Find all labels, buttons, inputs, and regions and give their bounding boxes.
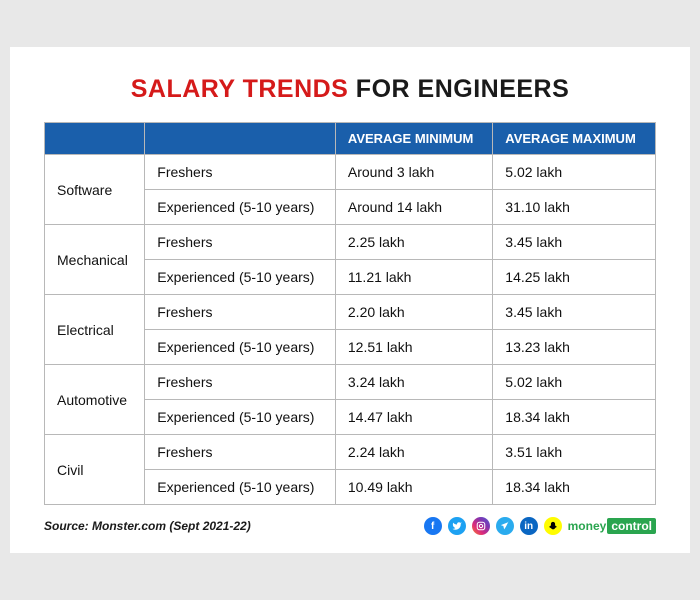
max-cell: 14.25 lakh — [493, 260, 656, 295]
min-cell: 2.24 lakh — [335, 435, 492, 470]
min-cell: 10.49 lakh — [335, 470, 492, 505]
experience-cell: Freshers — [145, 365, 336, 400]
table-row: SoftwareFreshersAround 3 lakh5.02 lakh — [45, 155, 656, 190]
linkedin-icon[interactable]: in — [520, 517, 538, 535]
min-cell: Around 3 lakh — [335, 155, 492, 190]
brand-right: control — [607, 518, 656, 534]
salary-table: AVERAGE MINIMUM AVERAGE MAXIMUM Software… — [44, 122, 656, 506]
brand-logo[interactable]: moneycontrol — [568, 518, 656, 534]
experience-cell: Freshers — [145, 155, 336, 190]
experience-cell: Freshers — [145, 435, 336, 470]
brand-left: money — [568, 519, 607, 533]
col-experience — [145, 122, 336, 155]
max-cell: 31.10 lakh — [493, 190, 656, 225]
category-cell: Automotive — [45, 365, 145, 435]
col-avg-max: AVERAGE MAXIMUM — [493, 122, 656, 155]
max-cell: 5.02 lakh — [493, 365, 656, 400]
col-category — [45, 122, 145, 155]
telegram-icon[interactable] — [496, 517, 514, 535]
experience-cell: Experienced (5-10 years) — [145, 470, 336, 505]
experience-cell: Experienced (5-10 years) — [145, 260, 336, 295]
facebook-icon[interactable]: f — [424, 517, 442, 535]
min-cell: 12.51 lakh — [335, 330, 492, 365]
table-body: SoftwareFreshersAround 3 lakh5.02 lakhEx… — [45, 155, 656, 505]
max-cell: 3.45 lakh — [493, 295, 656, 330]
max-cell: 5.02 lakh — [493, 155, 656, 190]
source-text: Source: Monster.com (Sept 2021-22) — [44, 519, 251, 533]
experience-cell: Experienced (5-10 years) — [145, 330, 336, 365]
table-row: ElectricalFreshers2.20 lakh3.45 lakh — [45, 295, 656, 330]
experience-cell: Freshers — [145, 225, 336, 260]
table-row: AutomotiveFreshers3.24 lakh5.02 lakh — [45, 365, 656, 400]
category-cell: Electrical — [45, 295, 145, 365]
min-cell: 2.20 lakh — [335, 295, 492, 330]
min-cell: 11.21 lakh — [335, 260, 492, 295]
header-row: AVERAGE MINIMUM AVERAGE MAXIMUM — [45, 122, 656, 155]
twitter-icon[interactable] — [448, 517, 466, 535]
instagram-icon[interactable] — [472, 517, 490, 535]
max-cell: 18.34 lakh — [493, 400, 656, 435]
infographic-card: SALARY TRENDS FOR ENGINEERS AVERAGE MINI… — [10, 47, 690, 554]
snapchat-icon[interactable] — [544, 517, 562, 535]
min-cell: 3.24 lakh — [335, 365, 492, 400]
title-accent: SALARY TRENDS — [131, 75, 349, 103]
experience-cell: Experienced (5-10 years) — [145, 190, 336, 225]
title-rest: FOR ENGINEERS — [348, 75, 569, 103]
experience-cell: Experienced (5-10 years) — [145, 400, 336, 435]
max-cell: 18.34 lakh — [493, 470, 656, 505]
min-cell: 14.47 lakh — [335, 400, 492, 435]
footer: Source: Monster.com (Sept 2021-22) f in … — [44, 517, 656, 535]
max-cell: 13.23 lakh — [493, 330, 656, 365]
min-cell: 2.25 lakh — [335, 225, 492, 260]
max-cell: 3.51 lakh — [493, 435, 656, 470]
category-cell: Mechanical — [45, 225, 145, 295]
page-title: SALARY TRENDS FOR ENGINEERS — [44, 75, 656, 104]
social-icons: f in moneycontrol — [424, 517, 656, 535]
table-row: CivilFreshers2.24 lakh3.51 lakh — [45, 435, 656, 470]
col-avg-min: AVERAGE MINIMUM — [335, 122, 492, 155]
table-row: MechanicalFreshers2.25 lakh3.45 lakh — [45, 225, 656, 260]
category-cell: Civil — [45, 435, 145, 505]
min-cell: Around 14 lakh — [335, 190, 492, 225]
experience-cell: Freshers — [145, 295, 336, 330]
max-cell: 3.45 lakh — [493, 225, 656, 260]
category-cell: Software — [45, 155, 145, 225]
